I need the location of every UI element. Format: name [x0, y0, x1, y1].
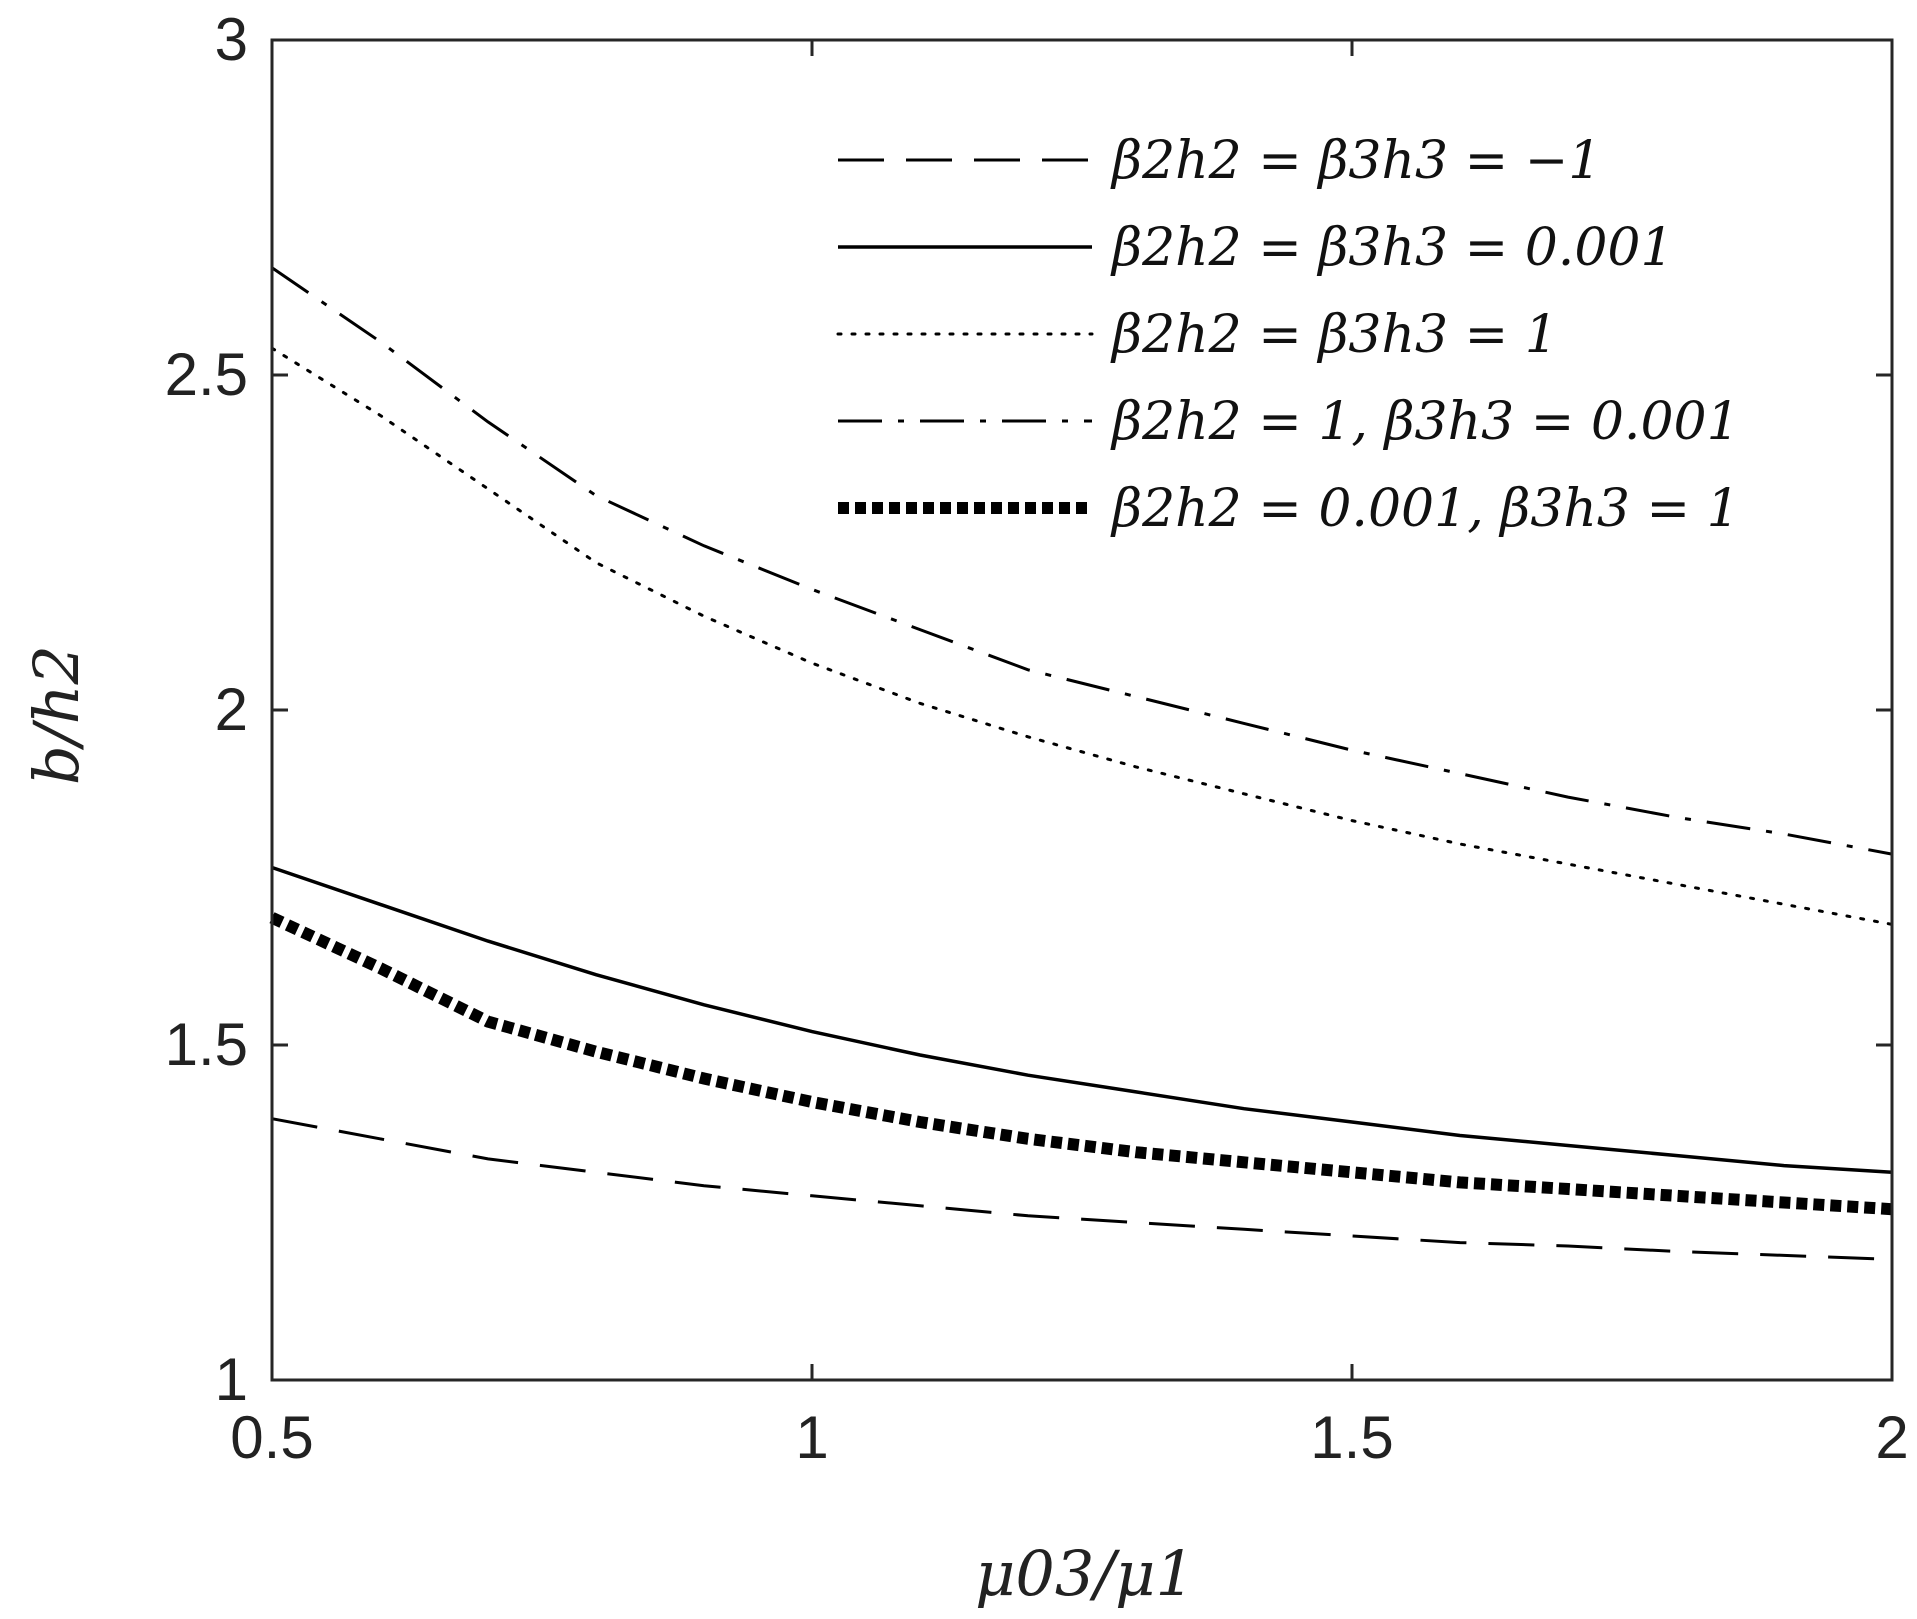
x-axis-label: μ03/μ1: [975, 1537, 1195, 1610]
series-line-4: [271, 266, 1893, 856]
legend-label-2: β2h2 = β3h3 = 0.001: [1110, 218, 1674, 278]
series-line-2: [271, 865, 1893, 1175]
tick-labels: 0.5 1 1.5 211.522.53: [165, 6, 1909, 1471]
legend: β2h2 = β3h3 = −1 β2h2 = β3h3 = 0.001 β2h2 …: [836, 131, 1740, 539]
x-tick-label: 0.5: [230, 1404, 313, 1471]
y-tick-label: 1: [215, 1346, 248, 1413]
y-tick-label: 1.5: [165, 1011, 248, 1078]
x-tick-label: 1: [795, 1404, 828, 1471]
y-tick-label: 3: [215, 6, 248, 73]
y-axis-label: b/h2: [20, 645, 93, 785]
series-line-1: [271, 1117, 1893, 1261]
series-group: [269, 266, 1894, 1261]
series-line-5: [269, 912, 1893, 1216]
legend-label-3: β2h2 = β3h3 = 1: [1110, 305, 1558, 365]
x-tick-label: 2: [1875, 1404, 1908, 1471]
y-tick-label: 2: [215, 676, 248, 743]
legend-label-5: β2h2 = 0.001, β3h3 = 1: [1110, 479, 1740, 539]
y-tick-label: 2.5: [165, 341, 248, 408]
legend-label-4: β2h2 = 1, β3h3 = 0.001: [1110, 392, 1740, 452]
ticks-group: [270, 38, 1894, 1382]
series-line-3: [270, 346, 1894, 926]
legend-label-1: β2h2 = β3h3 = −1: [1110, 131, 1601, 191]
x-tick-label: 1.5: [1310, 1404, 1393, 1471]
